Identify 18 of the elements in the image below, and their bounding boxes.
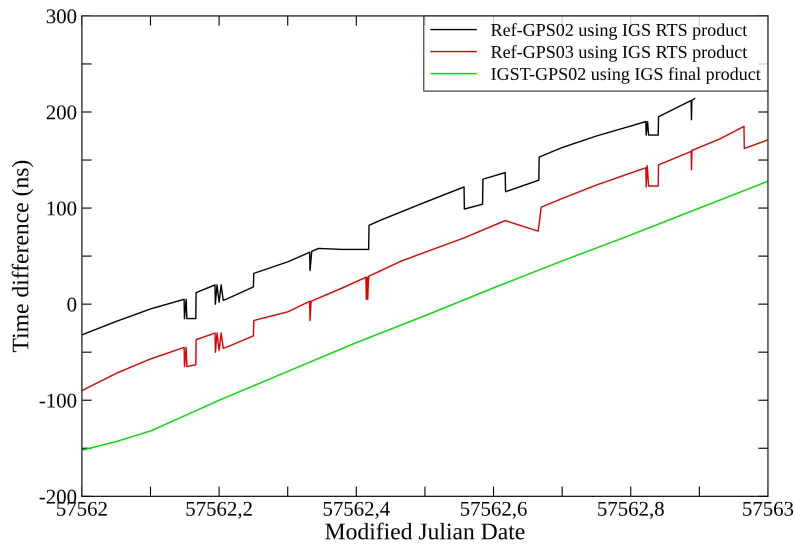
x-tick-label: 57563	[743, 502, 794, 516]
x-tick-label: 57562,2	[186, 502, 252, 519]
legend-label: Ref-GPS03 using IGS RTS product	[491, 45, 748, 62]
x-tick-label: 57562,8	[598, 502, 664, 519]
x-tick-label: 57562,6	[460, 502, 527, 519]
line-series	[82, 180, 768, 451]
y-tick-label: 0	[67, 298, 76, 312]
y-tick-label: 300	[46, 9, 76, 24]
y-tick-label: 100	[48, 201, 76, 216]
y-tick-label: 200	[46, 105, 76, 120]
line-series	[82, 126, 768, 392]
y-tick-label: -100	[40, 394, 76, 408]
x-tick-label: 57562,4	[324, 502, 390, 519]
legend-label: Ref-GPS02 using IGS RTS product	[491, 23, 748, 40]
legend-label: IGST-GPS02 using IGS final product	[491, 67, 761, 84]
y-axis-title: Time difference (ns)	[12, 160, 34, 352]
x-tick-label: 57562	[57, 502, 107, 516]
x-axis-title: Modified Julian Date	[325, 522, 524, 540]
